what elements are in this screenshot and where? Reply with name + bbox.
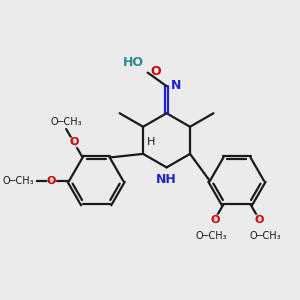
Text: N: N bbox=[170, 79, 181, 92]
Text: O: O bbox=[254, 214, 264, 224]
Text: HO: HO bbox=[123, 56, 144, 69]
Text: O─CH₃: O─CH₃ bbox=[50, 117, 82, 127]
Text: O─CH₃: O─CH₃ bbox=[249, 231, 281, 241]
Text: O─CH₃: O─CH₃ bbox=[195, 231, 227, 241]
Text: O: O bbox=[47, 176, 56, 186]
Text: O─CH₃: O─CH₃ bbox=[3, 176, 34, 186]
Text: NH: NH bbox=[156, 173, 177, 186]
Text: O: O bbox=[210, 214, 219, 224]
Text: O: O bbox=[69, 137, 79, 147]
Text: O: O bbox=[151, 65, 161, 78]
Text: H: H bbox=[147, 137, 155, 147]
